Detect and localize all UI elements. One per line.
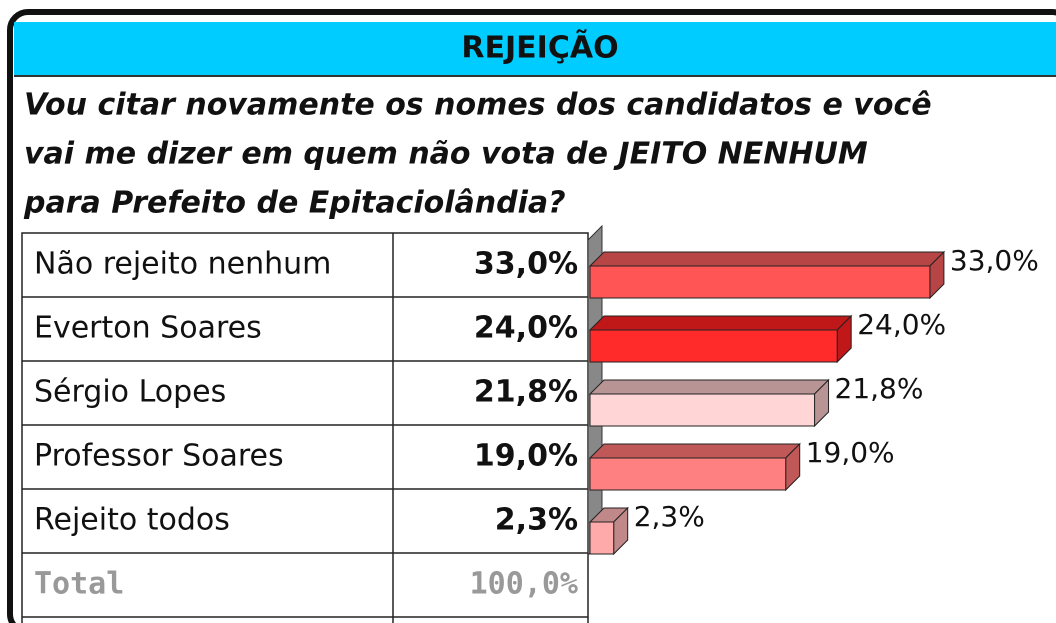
data-label: 21,8% [835, 372, 924, 405]
bar [589, 265, 931, 299]
bar-top [588, 443, 801, 459]
row-value: 2,3% [495, 503, 578, 538]
question-line: Vou citar novamente os nomes dos candida… [24, 88, 932, 123]
bar-top [588, 379, 830, 395]
total-value: 100,0% [470, 567, 578, 602]
data-label: 2,3% [634, 500, 705, 533]
row-value: 21,8% [474, 375, 578, 410]
title: REJEIÇÃO [461, 29, 618, 66]
bar [589, 329, 838, 363]
bar [589, 393, 816, 427]
row-value: 24,0% [474, 311, 578, 346]
row-value: 19,0% [474, 439, 578, 474]
question: Vou citar novamente os nomes dos candida… [23, 88, 932, 221]
plot: 33,0%24,0% 21,8% 19,0% 2,3% [587, 224, 1039, 557]
row-label: Rejeito todos [34, 503, 230, 538]
table: Não rejeito nenhum 33,0% Everton Soares 24,… [21, 232, 589, 623]
question-line: para Prefeito de Epitaciolândia? [23, 186, 566, 221]
bar-top [588, 251, 946, 267]
row-label: Sérgio Lopes [34, 375, 226, 410]
row-label: Professor Soares [34, 439, 284, 474]
bar-top [588, 315, 853, 331]
total-label: Total [34, 567, 124, 602]
row-value: 33,0% [474, 247, 578, 282]
data-label: 24,0% [857, 308, 946, 341]
data-label: 19,0% [806, 436, 895, 469]
row-label: Não rejeito nenhum [34, 247, 331, 282]
bar [589, 521, 615, 555]
row-label: Everton Soares [34, 311, 262, 346]
data-label: 33,0% [950, 244, 1039, 277]
bar [589, 457, 787, 491]
header-band [14, 22, 1056, 76]
question-line: vai me dizer em quem não vota de JEITO N… [24, 137, 868, 172]
